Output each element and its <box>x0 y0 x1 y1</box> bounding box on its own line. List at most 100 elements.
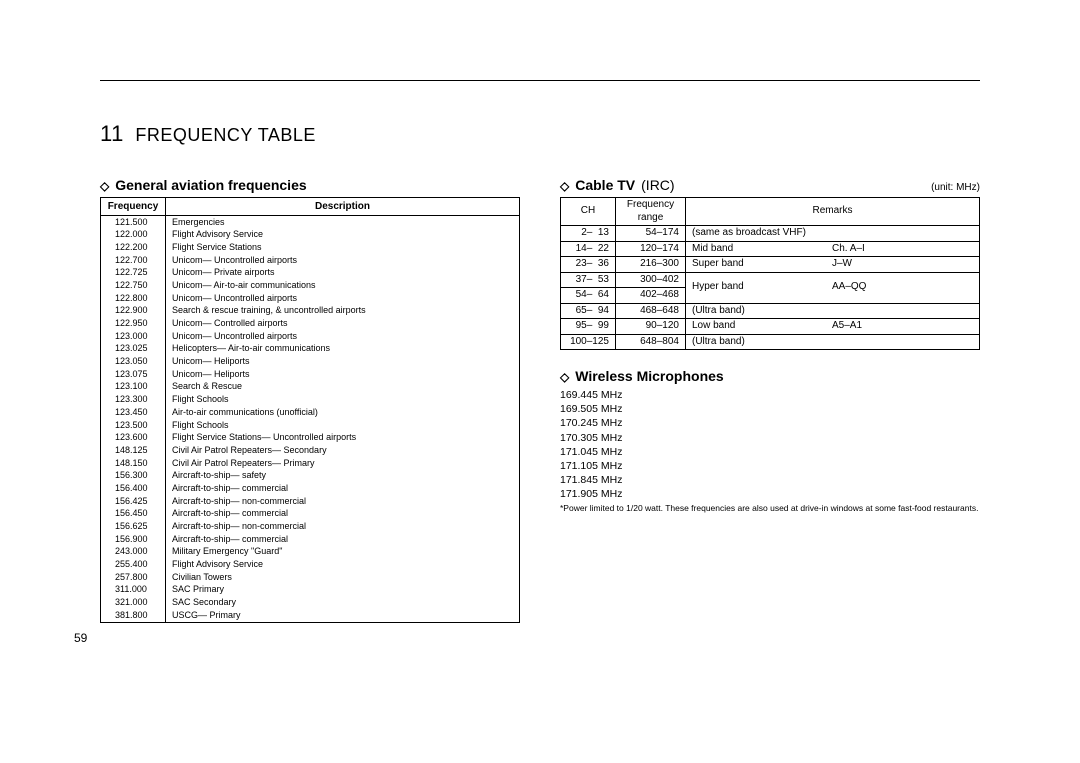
desc-cell: SAC Primary <box>166 584 520 597</box>
remark-code: Ch. A–I <box>832 243 865 256</box>
desc-cell: Unicom— Uncontrolled airports <box>166 330 520 343</box>
freq-cell: 121.500 <box>101 216 166 229</box>
table-row: 156.625Aircraft-to-ship— non-commercial <box>101 521 520 534</box>
remark-text: Super band <box>692 258 832 271</box>
table-row: 148.150Civil Air Patrol Repeaters— Prima… <box>101 457 520 470</box>
table-row: 148.125Civil Air Patrol Repeaters— Secon… <box>101 444 520 457</box>
remarks-cell: Mid bandCh. A–I <box>686 241 980 257</box>
table-row: 123.450Air-to-air communications (unoffi… <box>101 406 520 419</box>
remark-text: (Ultra band) <box>692 305 832 318</box>
table-row: 243.000Military Emergency "Guard" <box>101 546 520 559</box>
freq-cell: 156.400 <box>101 482 166 495</box>
desc-cell: Unicom— Air-to-air communications <box>166 279 520 292</box>
table-row: 156.425Aircraft-to-ship— non-commercial <box>101 495 520 508</box>
desc-cell: Helicopters— Air-to-air communications <box>166 343 520 356</box>
desc-cell: Civilian Towers <box>166 571 520 584</box>
remark-text: (same as broadcast VHF) <box>692 227 832 240</box>
desc-cell: SAC Secondary <box>166 597 520 610</box>
desc-cell: Flight Schools <box>166 394 520 407</box>
remarks-cell: (same as broadcast VHF) <box>686 226 980 242</box>
ch-cell: 54– 64 <box>561 288 616 304</box>
freq-cell: 156.425 <box>101 495 166 508</box>
freq-cell: 156.450 <box>101 508 166 521</box>
desc-cell: Flight Service Stations <box>166 241 520 254</box>
freq-cell: 123.500 <box>101 419 166 432</box>
table-row: 156.300Aircraft-to-ship— safety <box>101 470 520 483</box>
table-row: 123.025Helicopters— Air-to-air communica… <box>101 343 520 356</box>
desc-cell: USCG— Primary <box>166 609 520 622</box>
document-page: 11 FREQUENCY TABLE ◇ General aviation fr… <box>100 80 980 645</box>
desc-cell: Aircraft-to-ship— commercial <box>166 508 520 521</box>
table-row: 122.700Unicom— Uncontrolled airports <box>101 254 520 267</box>
chapter-number: 11 <box>100 121 124 146</box>
left-column: ◇ General aviation frequencies Frequency… <box>100 177 520 645</box>
list-item: 171.105 MHz <box>560 459 980 473</box>
diamond-icon: ◇ <box>560 370 569 384</box>
range-cell: 54–174 <box>616 226 686 242</box>
table-row: 123.050Unicom— Heliports <box>101 356 520 369</box>
remarks-cell: Low bandA5–A1 <box>686 319 980 335</box>
freq-cell: 148.150 <box>101 457 166 470</box>
range-cell: 402–468 <box>616 288 686 304</box>
table-row: 156.900Aircraft-to-ship— commercial <box>101 533 520 546</box>
table-row: 123.075Unicom— Heliports <box>101 368 520 381</box>
freq-cell: 122.000 <box>101 229 166 242</box>
freq-cell: 123.075 <box>101 368 166 381</box>
desc-cell: Unicom— Heliports <box>166 356 520 369</box>
list-item: 170.305 MHz <box>560 431 980 445</box>
table-row: 123.300Flight Schools <box>101 394 520 407</box>
desc-cell: Flight Advisory Service <box>166 229 520 242</box>
freq-cell: 122.900 <box>101 305 166 318</box>
freq-cell: 123.450 <box>101 406 166 419</box>
table-row: 156.400Aircraft-to-ship— commercial <box>101 482 520 495</box>
remark-text: Mid band <box>692 243 832 256</box>
freq-cell: 148.125 <box>101 444 166 457</box>
table-row: 122.950Unicom— Controlled airports <box>101 318 520 331</box>
remark-code: AA–QQ <box>832 281 866 294</box>
table-row: 123.000Unicom— Uncontrolled airports <box>101 330 520 343</box>
remark-text: Low band <box>692 320 832 333</box>
desc-cell: Flight Advisory Service <box>166 559 520 572</box>
freq-cell: 123.000 <box>101 330 166 343</box>
range-cell: 468–648 <box>616 303 686 319</box>
desc-cell: Search & Rescue <box>166 381 520 394</box>
freq-cell: 123.300 <box>101 394 166 407</box>
table-row: 122.725Unicom— Private airports <box>101 267 520 280</box>
freq-cell: 381.800 <box>101 609 166 622</box>
ch-cell: 37– 53 <box>561 272 616 288</box>
range-cell: 90–120 <box>616 319 686 335</box>
freq-cell: 122.950 <box>101 318 166 331</box>
table-row: 311.000SAC Primary <box>101 584 520 597</box>
table-row: 23– 36216–300Super bandJ–W <box>561 257 980 273</box>
remarks-cell: (Ultra band) <box>686 303 980 319</box>
range-cell: 648–804 <box>616 334 686 350</box>
table-row: 257.800Civilian Towers <box>101 571 520 584</box>
col-description: Description <box>166 198 520 216</box>
mics-heading: ◇ Wireless Microphones <box>560 368 980 384</box>
freq-cell: 156.900 <box>101 533 166 546</box>
ch-cell: 95– 99 <box>561 319 616 335</box>
freq-cell: 123.050 <box>101 356 166 369</box>
remark-code: J–W <box>832 258 852 271</box>
table-row: 122.000Flight Advisory Service <box>101 229 520 242</box>
col-remarks: Remarks <box>686 198 980 226</box>
freq-cell: 122.700 <box>101 254 166 267</box>
desc-cell: Unicom— Heliports <box>166 368 520 381</box>
table-row: 2– 1354–174(same as broadcast VHF) <box>561 226 980 242</box>
aviation-table: Frequency Description 121.500Emergencies… <box>100 197 520 623</box>
col-range: Frequency range <box>616 198 686 226</box>
remarks-cell: (Ultra band) <box>686 334 980 350</box>
diamond-icon: ◇ <box>100 179 109 193</box>
mic-list: 169.445 MHz169.505 MHz170.245 MHz170.305… <box>560 388 980 501</box>
ch-cell: 65– 94 <box>561 303 616 319</box>
freq-cell: 122.750 <box>101 279 166 292</box>
table-row: 95– 9990–120Low bandA5–A1 <box>561 319 980 335</box>
desc-cell: Military Emergency "Guard" <box>166 546 520 559</box>
desc-cell: Aircraft-to-ship— non-commercial <box>166 495 520 508</box>
desc-cell: Flight Service Stations— Uncontrolled ai… <box>166 432 520 445</box>
table-row: 381.800USCG— Primary <box>101 609 520 622</box>
table-row: 37– 53300–402Hyper bandAA–QQ <box>561 272 980 288</box>
desc-cell: Emergencies <box>166 216 520 229</box>
desc-cell: Air-to-air communications (unofficial) <box>166 406 520 419</box>
list-item: 171.045 MHz <box>560 445 980 459</box>
